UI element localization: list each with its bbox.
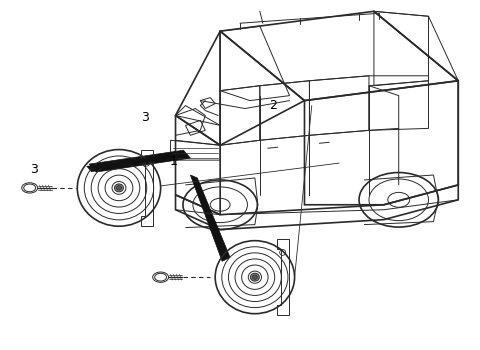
- Text: 1: 1: [169, 155, 177, 168]
- Polygon shape: [89, 150, 191, 172]
- Text: 3: 3: [141, 111, 149, 124]
- Polygon shape: [191, 175, 230, 261]
- Ellipse shape: [251, 273, 259, 281]
- Ellipse shape: [115, 184, 123, 192]
- Ellipse shape: [252, 275, 257, 279]
- Text: 2: 2: [269, 99, 277, 112]
- Polygon shape: [86, 152, 189, 172]
- Text: 3: 3: [30, 163, 38, 176]
- Ellipse shape: [117, 186, 121, 190]
